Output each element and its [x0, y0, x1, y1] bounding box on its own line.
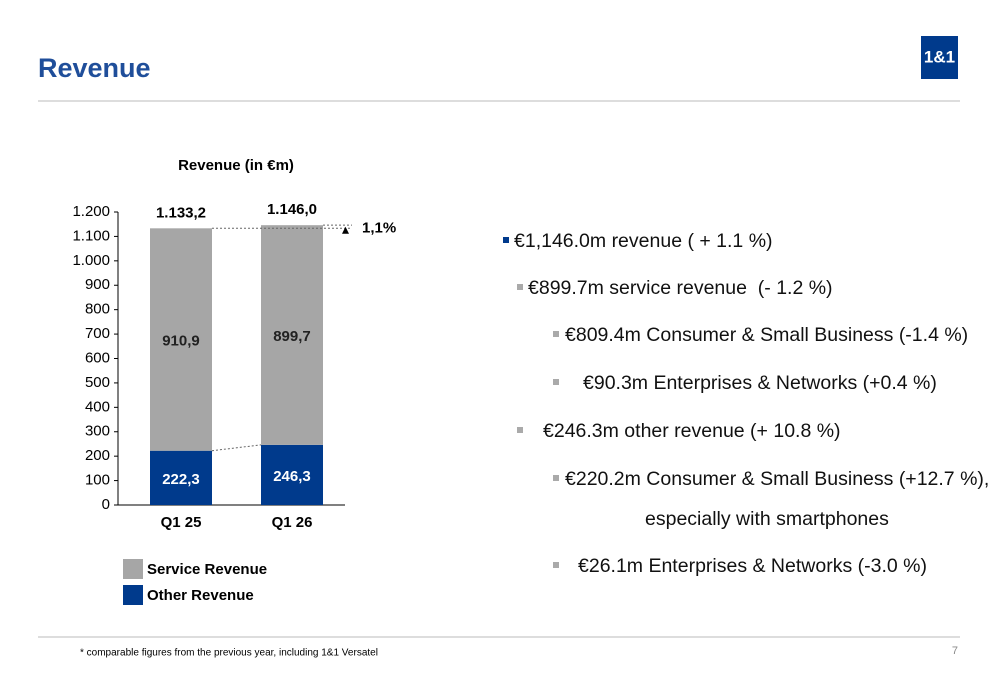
bullet-text: especially with smartphones: [645, 508, 889, 530]
bullet-marker: [517, 284, 523, 290]
y-tick-label: 700: [85, 325, 110, 342]
bullet-marker: [517, 427, 523, 433]
y-tick-label: 1.100: [72, 227, 110, 244]
bullet-text: €220.2m Consumer & Small Business (+12.7…: [565, 468, 989, 490]
growth-arrow: [342, 226, 349, 234]
connector: [211, 444, 262, 452]
logo-box: [921, 36, 958, 79]
y-tick-label: 600: [85, 349, 110, 366]
bullet-text: €90.3m Enterprises & Networks (+0.4 %): [583, 372, 937, 394]
value-label: 222,3: [162, 471, 200, 488]
bullet-marker: [553, 562, 559, 568]
growth-label: 1,1%: [362, 220, 396, 237]
bullet-text: €26.1m Enterprises & Networks (-3.0 %): [578, 555, 927, 577]
footnote: * comparable figures from the previous y…: [80, 648, 378, 659]
y-tick-label: 100: [85, 472, 110, 489]
y-tick-label: 800: [85, 301, 110, 318]
y-tick-label: 200: [85, 447, 110, 464]
legend-label: Service Revenue: [147, 561, 267, 578]
x-tick-label: Q1 25: [161, 514, 202, 531]
value-label: 246,3: [273, 468, 311, 485]
y-tick-label: 0: [102, 496, 110, 513]
y-tick-label: 1.000: [72, 252, 110, 269]
logo: 1&1: [924, 47, 955, 66]
legend-label: Other Revenue: [147, 587, 254, 604]
bar-segment: [150, 228, 212, 451]
bullet-marker: [553, 379, 559, 385]
y-tick-label: 1.200: [72, 203, 110, 220]
legend-swatch: [123, 559, 143, 579]
page-number: 7: [952, 645, 958, 657]
x-tick-label: Q1 26: [272, 514, 313, 531]
bullet-text: €1,146.0m revenue ( + 1.1 %): [514, 230, 773, 252]
bar-segment: [261, 444, 323, 505]
slide-title: Revenue: [38, 53, 151, 83]
value-label: 899,7: [273, 328, 311, 345]
bullet-text: €809.4m Consumer & Small Business (-1.4 …: [565, 324, 968, 346]
y-tick-label: 400: [85, 398, 110, 415]
chart-title: Revenue (in €m): [178, 157, 294, 174]
value-label: 910,9: [162, 332, 200, 349]
bullet-marker: [553, 475, 559, 481]
total-label: 1.133,2: [156, 204, 206, 221]
y-tick-label: 500: [85, 374, 110, 391]
y-tick-label: 900: [85, 276, 110, 293]
bar-segment: [261, 225, 323, 445]
bullet-marker: [503, 237, 509, 243]
y-tick-label: 300: [85, 423, 110, 440]
bullet-marker: [553, 331, 559, 337]
total-label: 1.146,0: [267, 201, 317, 218]
bullet-text: €899.7m service revenue (- 1.2 %): [528, 277, 833, 299]
bullet-text: €246.3m other revenue (+ 10.8 %): [543, 420, 841, 442]
legend-swatch: [123, 585, 143, 605]
bar-segment: [150, 450, 212, 505]
